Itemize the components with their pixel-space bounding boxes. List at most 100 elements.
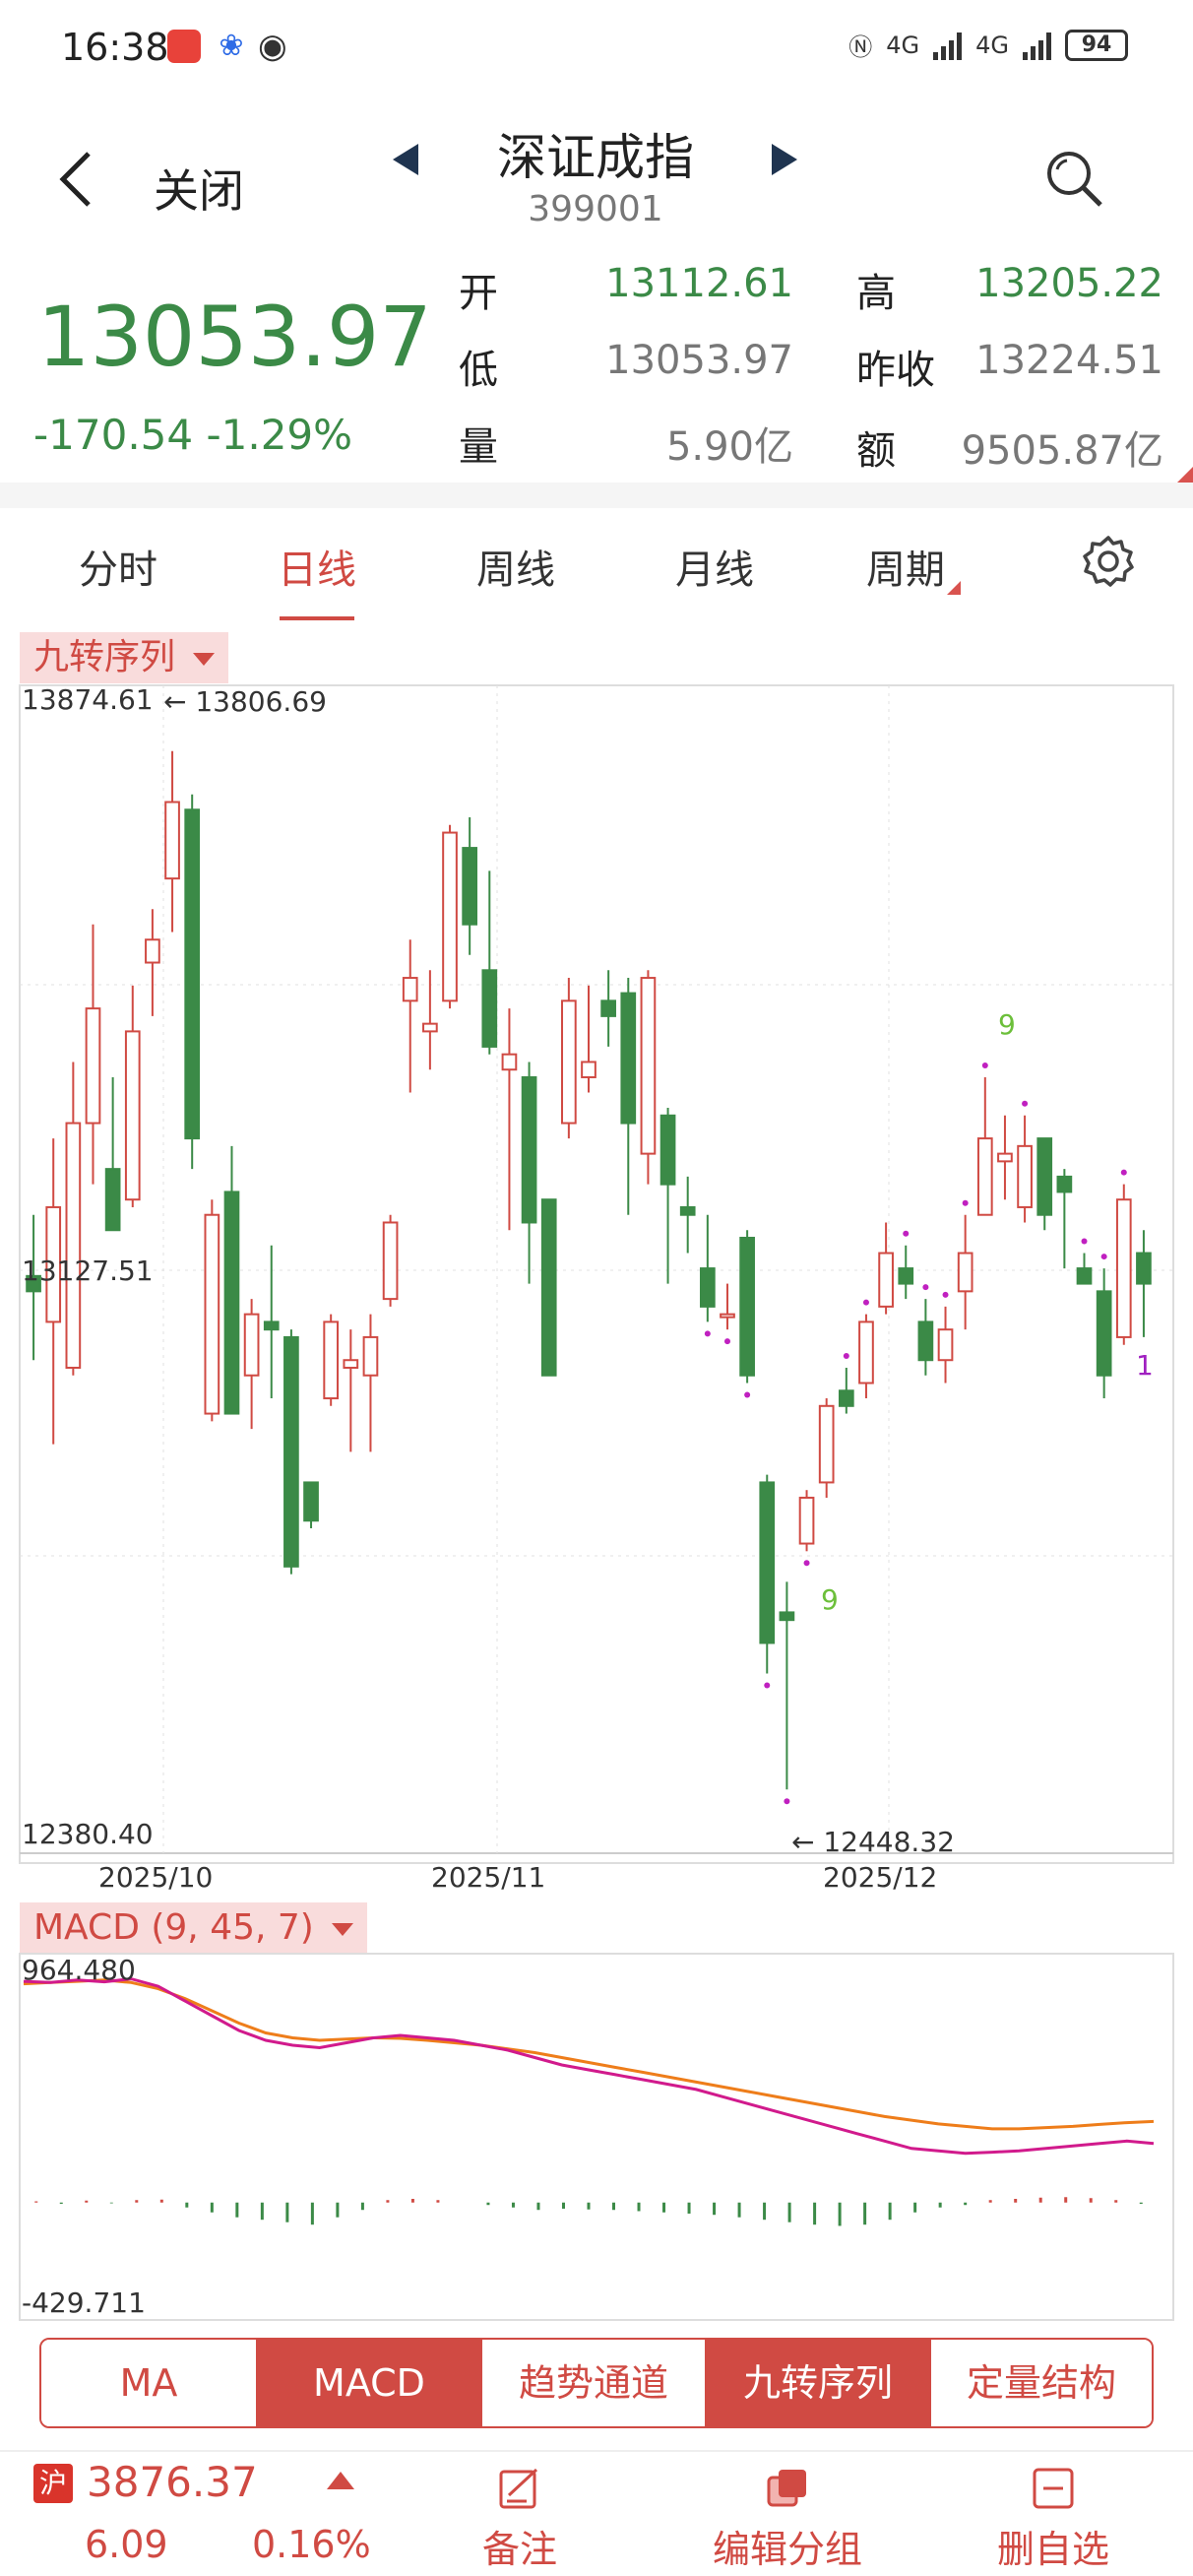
period-dropdown-icon — [947, 581, 961, 595]
status-bar: 16:38 ❀ ◉ Ⓝ 4G 4G 94 — [0, 0, 1193, 98]
td-dot — [1022, 1100, 1029, 1107]
prev-close-label: 昨收 — [856, 348, 935, 393]
network-label: 4G — [886, 31, 920, 59]
x-label-dec: 2025/12 — [823, 1861, 937, 1894]
back-icon[interactable] — [57, 150, 96, 209]
candle-body — [481, 969, 498, 1048]
td-dot — [942, 1291, 949, 1298]
expand-corner-icon[interactable] — [1177, 467, 1193, 483]
td-dot — [922, 1284, 929, 1291]
macd-chart[interactable]: 964.480 -429.711 — [0, 1950, 1193, 2324]
td-label-1: 1 — [1136, 1349, 1154, 1382]
signal-icon-2 — [1023, 31, 1051, 60]
price-change: -170.54 — [33, 411, 194, 459]
candle-body — [462, 847, 478, 926]
macd-indicator-tag[interactable]: MACD (9, 45, 7) — [20, 1902, 367, 1954]
edit-group-icon — [767, 2470, 806, 2507]
shanghai-change-pct: 0.16% — [252, 2523, 371, 2566]
candle-body — [442, 831, 458, 1002]
tab-daily[interactable]: 日线 — [278, 547, 356, 593]
last-price: 13053.97 — [37, 289, 432, 385]
macd-dea-line — [23, 1978, 1155, 2131]
tab-intraday[interactable]: 分时 — [79, 547, 157, 593]
td-dot — [723, 1338, 730, 1345]
note-label: 备注 — [481, 2528, 557, 2571]
td-dot — [704, 1330, 711, 1337]
indicator-tab-trend-channel[interactable]: 趋势通道 — [482, 2340, 707, 2426]
edit-group-button[interactable]: 编辑分组 — [689, 2466, 886, 2573]
change-line: -170.54 -1.29% — [33, 411, 352, 459]
indicator-tab-quant-structure[interactable]: 定量结构 — [931, 2340, 1152, 2426]
candle-body — [739, 1237, 755, 1377]
td-label-buy-9: 9 — [821, 1583, 839, 1616]
candle-body — [26, 1274, 41, 1293]
remove-watchlist-button[interactable]: 删自选 — [955, 2466, 1152, 2573]
axis-max-label: 13874.61 — [22, 683, 154, 716]
candle-body — [65, 1122, 82, 1369]
candle-body — [976, 1137, 993, 1216]
status-time: 16:38 — [61, 26, 169, 69]
kline-chart[interactable]: 13874.61 13127.51 12380.40 ← 13806.69 ← … — [0, 679, 1193, 1900]
tab-monthly[interactable]: 月线 — [675, 547, 754, 593]
candle-body — [362, 1335, 379, 1377]
candle-body — [720, 1313, 735, 1319]
note-icon — [499, 2468, 538, 2509]
amount-value: 9505.87亿 — [961, 428, 1163, 474]
note-button[interactable]: 备注 — [421, 2466, 618, 2573]
edit-group-label: 编辑分组 — [712, 2528, 862, 2571]
candle-body — [818, 1404, 835, 1484]
indicator-tab-ma[interactable]: MA — [41, 2340, 258, 2426]
chevron-down-icon — [331, 1922, 353, 1936]
quote-separator — [0, 483, 1193, 508]
candle-body — [957, 1252, 973, 1293]
candle-body — [878, 1252, 894, 1308]
eye-icon: ◉ — [258, 27, 287, 66]
amount-label: 额 — [856, 428, 896, 474]
kline-indicator-tag[interactable]: 九转序列 — [20, 632, 229, 683]
period-tabs: 分时 日线 周线 月线 周期 — [0, 508, 1193, 626]
status-right: Ⓝ 4G 4G 94 — [848, 28, 1128, 62]
high-value: 13205.22 — [975, 261, 1163, 306]
candle-body — [1017, 1144, 1033, 1208]
td-label-sell-9: 9 — [998, 1008, 1016, 1041]
price-change-pct: -1.29% — [206, 411, 353, 459]
candle-body — [104, 1168, 121, 1232]
td-dot — [764, 1682, 771, 1689]
candle-body — [540, 1198, 557, 1377]
indicator-tab-td-sequence[interactable]: 九转序列 — [707, 2340, 931, 2426]
macd-axis-min: -429.711 — [22, 2286, 146, 2319]
candle-body — [521, 1075, 537, 1224]
candle-body — [937, 1328, 954, 1362]
volume-value: 5.90亿 — [665, 424, 793, 470]
chevron-down-icon — [193, 652, 216, 666]
td-dot — [744, 1391, 751, 1398]
axis-min-label: 12380.40 — [22, 1818, 154, 1850]
close-button[interactable]: 关闭 — [154, 164, 244, 218]
td-sequence-dots — [704, 1062, 1127, 1805]
candle-body — [184, 808, 201, 1140]
candle-body — [997, 1152, 1013, 1163]
index-code: 399001 — [528, 189, 663, 229]
candle-body — [898, 1267, 914, 1285]
app-notification-icon — [167, 30, 201, 63]
td-dot — [981, 1062, 988, 1068]
candle-body — [45, 1205, 62, 1323]
tab-weekly[interactable]: 周线 — [476, 547, 555, 593]
up-arrow-icon — [327, 2472, 354, 2489]
indicator-tab-macd[interactable]: MACD — [258, 2340, 482, 2426]
macd-indicator-label: MACD (9, 45, 7) — [33, 1907, 314, 1948]
paw-icon: ❀ — [215, 30, 248, 63]
tab-period[interactable]: 周期 — [866, 547, 945, 593]
next-index-icon[interactable] — [768, 140, 801, 179]
network-label-2: 4G — [975, 31, 1009, 59]
kline-indicator-label: 九转序列 — [33, 637, 176, 677]
candle-body — [600, 999, 616, 1017]
search-icon[interactable] — [1043, 148, 1106, 211]
shanghai-badge: 沪 — [33, 2464, 73, 2503]
settings-gear-icon[interactable] — [1081, 534, 1136, 589]
candle-body — [243, 1313, 260, 1377]
candle-body — [640, 977, 657, 1155]
prev-index-icon[interactable] — [389, 140, 422, 179]
td-dot — [1100, 1254, 1107, 1260]
high-label: 高 — [856, 271, 896, 316]
